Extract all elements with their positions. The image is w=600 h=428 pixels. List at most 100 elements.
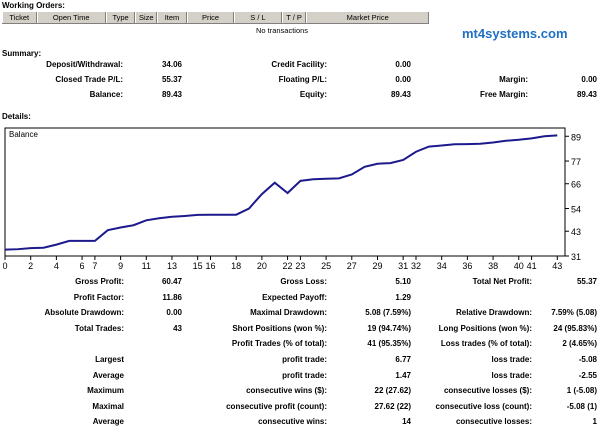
orders-column-header[interactable]: Item <box>157 12 187 23</box>
stats-row: Profit Trades (% of total): 41 (95.35%) Lo… <box>0 338 600 350</box>
stat-label: consecutive losses ($): <box>443 386 532 396</box>
orders-column-header[interactable]: Type <box>105 12 136 23</box>
stat-value: 0.00 <box>166 308 182 318</box>
stat-value: 1 (-5.08) <box>566 386 597 396</box>
stat-label: Deposit/Withdrawal: <box>46 60 123 69</box>
working-orders-title: Working Orders: <box>2 1 65 10</box>
stat-label: Relative Drawdown: <box>455 308 532 318</box>
stat-label: Largest <box>95 355 124 364</box>
stat-label: Margin: <box>499 75 528 84</box>
stat-value: 55.37 <box>576 277 597 286</box>
x-tick-label: 36 <box>462 261 472 271</box>
stat-value: 1.29 <box>395 292 411 302</box>
x-tick-label: 27 <box>347 261 357 271</box>
stat-label: profit trade: <box>282 370 327 380</box>
stat-label: consecutive losses: <box>455 417 532 427</box>
x-tick-label: 6 <box>80 261 85 271</box>
y-tick-label: 31 <box>571 252 581 262</box>
y-tick-label: 77 <box>571 157 581 167</box>
x-tick-label: 43 <box>552 261 562 271</box>
x-tick-label: 0 <box>3 261 8 271</box>
stats-row: Absolute Drawdown: 0.00 Maximal Drawdown: 5… <box>0 307 600 319</box>
x-tick-label: 23 <box>295 261 305 271</box>
stat-value: 5.08 (7.59%) <box>365 308 411 318</box>
summary-title: Summary: <box>2 49 42 58</box>
orders-column-header[interactable]: S / L <box>234 12 282 23</box>
stat-value: 6.77 <box>395 355 411 364</box>
stat-label: consecutive profit (count): <box>226 401 327 411</box>
stat-value: 0.00 <box>395 60 411 69</box>
y-tick-label: 89 <box>571 132 581 142</box>
orders-column-header[interactable]: Price <box>186 12 235 23</box>
y-tick-label: 43 <box>571 227 581 237</box>
stat-label: consecutive wins ($): <box>246 386 327 396</box>
x-tick-label: 22 <box>283 261 293 271</box>
orders-column-header[interactable]: T / P <box>281 12 307 23</box>
stat-value: 1.47 <box>395 370 411 380</box>
stat-value: 11.86 <box>162 292 182 302</box>
stat-label: Profit Trades (% of total): <box>231 339 327 349</box>
stat-value: 89.43 <box>161 90 182 99</box>
stat-label: Loss trades (% of total): <box>440 339 532 349</box>
x-tick-label: 9 <box>118 261 123 271</box>
stat-value: 14 <box>402 417 411 427</box>
stats-row: Average consecutive wins: 14 consecutive lo… <box>0 416 600 428</box>
stat-label: Floating P/L: <box>278 75 327 84</box>
stats-row: Balance: 89.43 Equity: 89.43 Free Margin: 89.… <box>0 89 600 101</box>
stat-label: Profit Factor: <box>73 292 124 302</box>
stat-value: 89.43 <box>390 90 411 99</box>
stat-value: -2.55 <box>578 370 597 380</box>
orders-column-header[interactable]: Ticket <box>2 12 37 23</box>
stat-label: Gross Profit: <box>75 277 124 286</box>
stat-label: Maximal Drawdown: <box>250 308 327 318</box>
no-transactions-text: No transactions <box>255 26 309 35</box>
x-tick-label: 38 <box>488 261 498 271</box>
stat-value: 60.47 <box>161 277 182 286</box>
stat-label: Short Positions (won %): <box>232 323 327 333</box>
stat-value: 2 (4.65%) <box>562 339 597 349</box>
details-title: Details: <box>2 112 31 121</box>
stat-label: profit trade: <box>282 355 327 364</box>
chart-title: Balance <box>9 130 38 139</box>
stat-value: 27.62 (22) <box>374 401 411 411</box>
balance-chart: Balance 31 43 54 66 77 89 0 2 4 6 7 9 11 13 15 16 18 20 22 2… <box>2 126 596 271</box>
x-tick-label: 16 <box>205 261 215 271</box>
stat-label: Average <box>92 370 124 380</box>
stat-value: 41 (95.35%) <box>367 339 411 349</box>
y-tick-label: 66 <box>571 180 581 190</box>
x-tick-label: 40 <box>514 261 524 271</box>
x-tick-label: 11 <box>142 261 151 271</box>
stat-value: -5.08 <box>578 355 597 364</box>
x-tick-label: 34 <box>437 261 447 271</box>
stats-row: Largest profit trade: 6.77 loss trade: -5.08 <box>0 354 600 366</box>
stat-label: Maximum <box>87 386 124 396</box>
stat-value: 89.43 <box>576 90 597 99</box>
stat-label: loss trade: <box>491 355 532 364</box>
brand-logo-text[interactable]: mt4systems.com <box>462 26 568 41</box>
stat-label: Equity: <box>299 90 327 99</box>
x-tick-label: 20 <box>257 261 267 271</box>
orders-column-header[interactable]: Market Price <box>306 12 429 23</box>
stat-label: Total Net Profit: <box>472 277 532 286</box>
x-tick-label: 41 <box>527 261 537 271</box>
stat-label: Balance: <box>89 90 123 99</box>
orders-column-header[interactable]: Size <box>135 12 158 23</box>
stat-label: Average <box>92 417 124 427</box>
stat-label: Total Trades: <box>74 323 124 333</box>
stat-value: -5.08 (1) <box>566 401 597 411</box>
stat-label: Expected Payoff: <box>262 292 327 302</box>
stat-label: loss trade: <box>491 370 532 380</box>
y-tick-label: 54 <box>571 205 581 215</box>
stat-value: 7.59% (5.08) <box>551 308 597 318</box>
stat-value: 5.10 <box>395 277 411 286</box>
stat-value: 24 (95.83%) <box>553 323 597 333</box>
stat-label: Credit Facility: <box>271 60 327 69</box>
x-tick-label: 31 <box>398 261 408 271</box>
stat-label: Absolute Drawdown: <box>44 308 124 318</box>
orders-column-header[interactable]: Open Time <box>36 12 106 23</box>
x-tick-label: 32 <box>411 261 421 271</box>
stats-row: Total Trades: 43 Short Positions (won %): 1… <box>0 323 600 335</box>
stats-row: Profit Factor: 11.86 Expected Payoff: 1.29 <box>0 292 600 304</box>
